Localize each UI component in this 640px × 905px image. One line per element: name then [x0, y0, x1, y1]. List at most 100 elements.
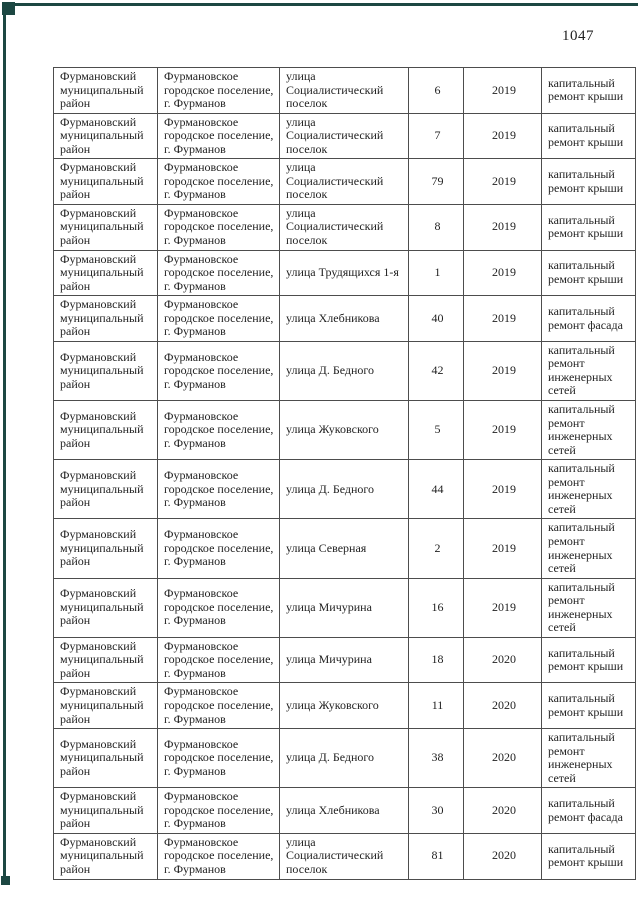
house-number-cell: 30 — [408, 787, 464, 834]
scan-edge-corner-mark — [2, 2, 15, 15]
work-type-cell: капитальный ремонт крыши — [541, 112, 636, 160]
district-cell: Фурмановский муниципальный район — [53, 203, 158, 251]
house-number-cell: 16 — [408, 577, 464, 638]
house-number-cell: 11 — [408, 682, 464, 730]
work-type-cell: капитальный ремонт фасада — [541, 787, 636, 834]
street-cell: улица Хлебникова — [279, 295, 409, 342]
street-cell: улица Жуковского — [279, 682, 409, 730]
year-cell: 2019 — [463, 203, 542, 251]
settlement-cell: Фурмановское городское поселение, г. Фур… — [157, 203, 280, 251]
settlement-cell: Фурмановское городское поселение, г. Фур… — [157, 832, 280, 880]
street-cell: улица Социалистический поселок — [279, 67, 409, 114]
street-cell: улица Трудящихся 1-я — [279, 249, 409, 297]
house-number-cell: 8 — [408, 203, 464, 251]
table-row: Фурмановский муниципальный район Фурманов… — [53, 112, 636, 160]
table-row: Фурмановский муниципальный район Фурманов… — [53, 787, 636, 834]
table-row: Фурмановский муниципальный район Фурманов… — [53, 682, 636, 730]
district-cell: Фурмановский муниципальный район — [53, 832, 158, 880]
table-row: Фурмановский муниципальный район Фурманов… — [53, 728, 636, 789]
house-number-cell: 1 — [408, 249, 464, 297]
street-cell: улица Мичурина — [279, 636, 409, 684]
district-cell: Фурмановский муниципальный район — [53, 459, 158, 520]
year-cell: 2019 — [463, 518, 542, 579]
table-row: Фурмановский муниципальный район Фурманов… — [53, 203, 636, 251]
street-cell: улица Социалистический поселок — [279, 203, 409, 251]
work-type-cell: капитальный ремонт крыши — [541, 682, 636, 730]
year-cell: 2019 — [463, 577, 542, 638]
house-number-cell: 5 — [408, 400, 464, 461]
district-cell: Фурмановский муниципальный район — [53, 787, 158, 834]
work-type-cell: капитальный ремонт крыши — [541, 249, 636, 297]
work-type-cell: капитальный ремонт крыши — [541, 203, 636, 251]
district-cell: Фурмановский муниципальный район — [53, 67, 158, 114]
settlement-cell: Фурмановское городское поселение, г. Фур… — [157, 158, 280, 205]
house-number-cell: 40 — [408, 295, 464, 342]
settlement-cell: Фурмановское городское поселение, г. Фур… — [157, 459, 280, 520]
work-type-cell: капитальный ремонт крыши — [541, 67, 636, 114]
street-cell: улица Мичурина — [279, 577, 409, 638]
year-cell: 2019 — [463, 112, 542, 160]
table-row: Фурмановский муниципальный район Фурманов… — [53, 459, 636, 520]
repair-program-table: Фурмановский муниципальный район Фурманов… — [53, 67, 636, 880]
street-cell: улица Д. Бедного — [279, 728, 409, 789]
settlement-cell: Фурмановское городское поселение, г. Фур… — [157, 682, 280, 730]
district-cell: Фурмановский муниципальный район — [53, 400, 158, 461]
table-row: Фурмановский муниципальный район Фурманов… — [53, 577, 636, 638]
house-number-cell: 38 — [408, 728, 464, 789]
table-row: Фурмановский муниципальный район Фурманов… — [53, 832, 636, 880]
work-type-cell: капитальный ремонт инженерных сетей — [541, 728, 636, 789]
settlement-cell: Фурмановское городское поселение, г. Фур… — [157, 728, 280, 789]
settlement-cell: Фурмановское городское поселение, г. Фур… — [157, 295, 280, 342]
district-cell: Фурмановский муниципальный район — [53, 249, 158, 297]
work-type-cell: капитальный ремонт крыши — [541, 158, 636, 205]
district-cell: Фурмановский муниципальный район — [53, 518, 158, 579]
settlement-cell: Фурмановское городское поселение, г. Фур… — [157, 787, 280, 834]
house-number-cell: 44 — [408, 459, 464, 520]
work-type-cell: капитальный ремонт инженерных сетей — [541, 518, 636, 579]
street-cell: улица Жуковского — [279, 400, 409, 461]
year-cell: 2019 — [463, 400, 542, 461]
year-cell: 2019 — [463, 459, 542, 520]
table-body: Фурмановский муниципальный район Фурманов… — [53, 67, 636, 880]
house-number-cell: 81 — [408, 832, 464, 880]
year-cell: 2020 — [463, 832, 542, 880]
work-type-cell: капитальный ремонт фасада — [541, 295, 636, 342]
work-type-cell: капитальный ремонт крыши — [541, 636, 636, 684]
table-row: Фурмановский муниципальный район Фурманов… — [53, 67, 636, 114]
district-cell: Фурмановский муниципальный район — [53, 577, 158, 638]
work-type-cell: капитальный ремонт инженерных сетей — [541, 340, 636, 402]
table-row: Фурмановский муниципальный район Фурманов… — [53, 340, 636, 402]
year-cell: 2019 — [463, 340, 542, 402]
street-cell: улица Социалистический поселок — [279, 112, 409, 160]
work-type-cell: капитальный ремонт инженерных сетей — [541, 459, 636, 520]
street-cell: улица Д. Бедного — [279, 459, 409, 520]
work-type-cell: капитальный ремонт инженерных сетей — [541, 577, 636, 638]
year-cell: 2019 — [463, 67, 542, 114]
street-cell: улица Социалистический поселок — [279, 158, 409, 205]
table-row: Фурмановский муниципальный район Фурманов… — [53, 518, 636, 579]
scan-edge-bottom-mark — [1, 876, 10, 885]
year-cell: 2019 — [463, 158, 542, 205]
house-number-cell: 2 — [408, 518, 464, 579]
district-cell: Фурмановский муниципальный район — [53, 158, 158, 205]
district-cell: Фурмановский муниципальный район — [53, 636, 158, 684]
settlement-cell: Фурмановское городское поселение, г. Фур… — [157, 400, 280, 461]
settlement-cell: Фурмановское городское поселение, г. Фур… — [157, 518, 280, 579]
year-cell: 2019 — [463, 249, 542, 297]
table-row: Фурмановский муниципальный район Фурманов… — [53, 249, 636, 297]
table-row: Фурмановский муниципальный район Фурманов… — [53, 158, 636, 205]
year-cell: 2020 — [463, 636, 542, 684]
district-cell: Фурмановский муниципальный район — [53, 728, 158, 789]
settlement-cell: Фурмановское городское поселение, г. Фур… — [157, 249, 280, 297]
page-number: 1047 — [562, 28, 594, 44]
settlement-cell: Фурмановское городское поселение, г. Фур… — [157, 112, 280, 160]
year-cell: 2020 — [463, 787, 542, 834]
street-cell: улица Социалистический поселок — [279, 832, 409, 880]
house-number-cell: 7 — [408, 112, 464, 160]
house-number-cell: 42 — [408, 340, 464, 402]
work-type-cell: капитальный ремонт крыши — [541, 832, 636, 880]
house-number-cell: 18 — [408, 636, 464, 684]
street-cell: улица Хлебникова — [279, 787, 409, 834]
house-number-cell: 79 — [408, 158, 464, 205]
scan-edge-top-line — [14, 3, 638, 6]
